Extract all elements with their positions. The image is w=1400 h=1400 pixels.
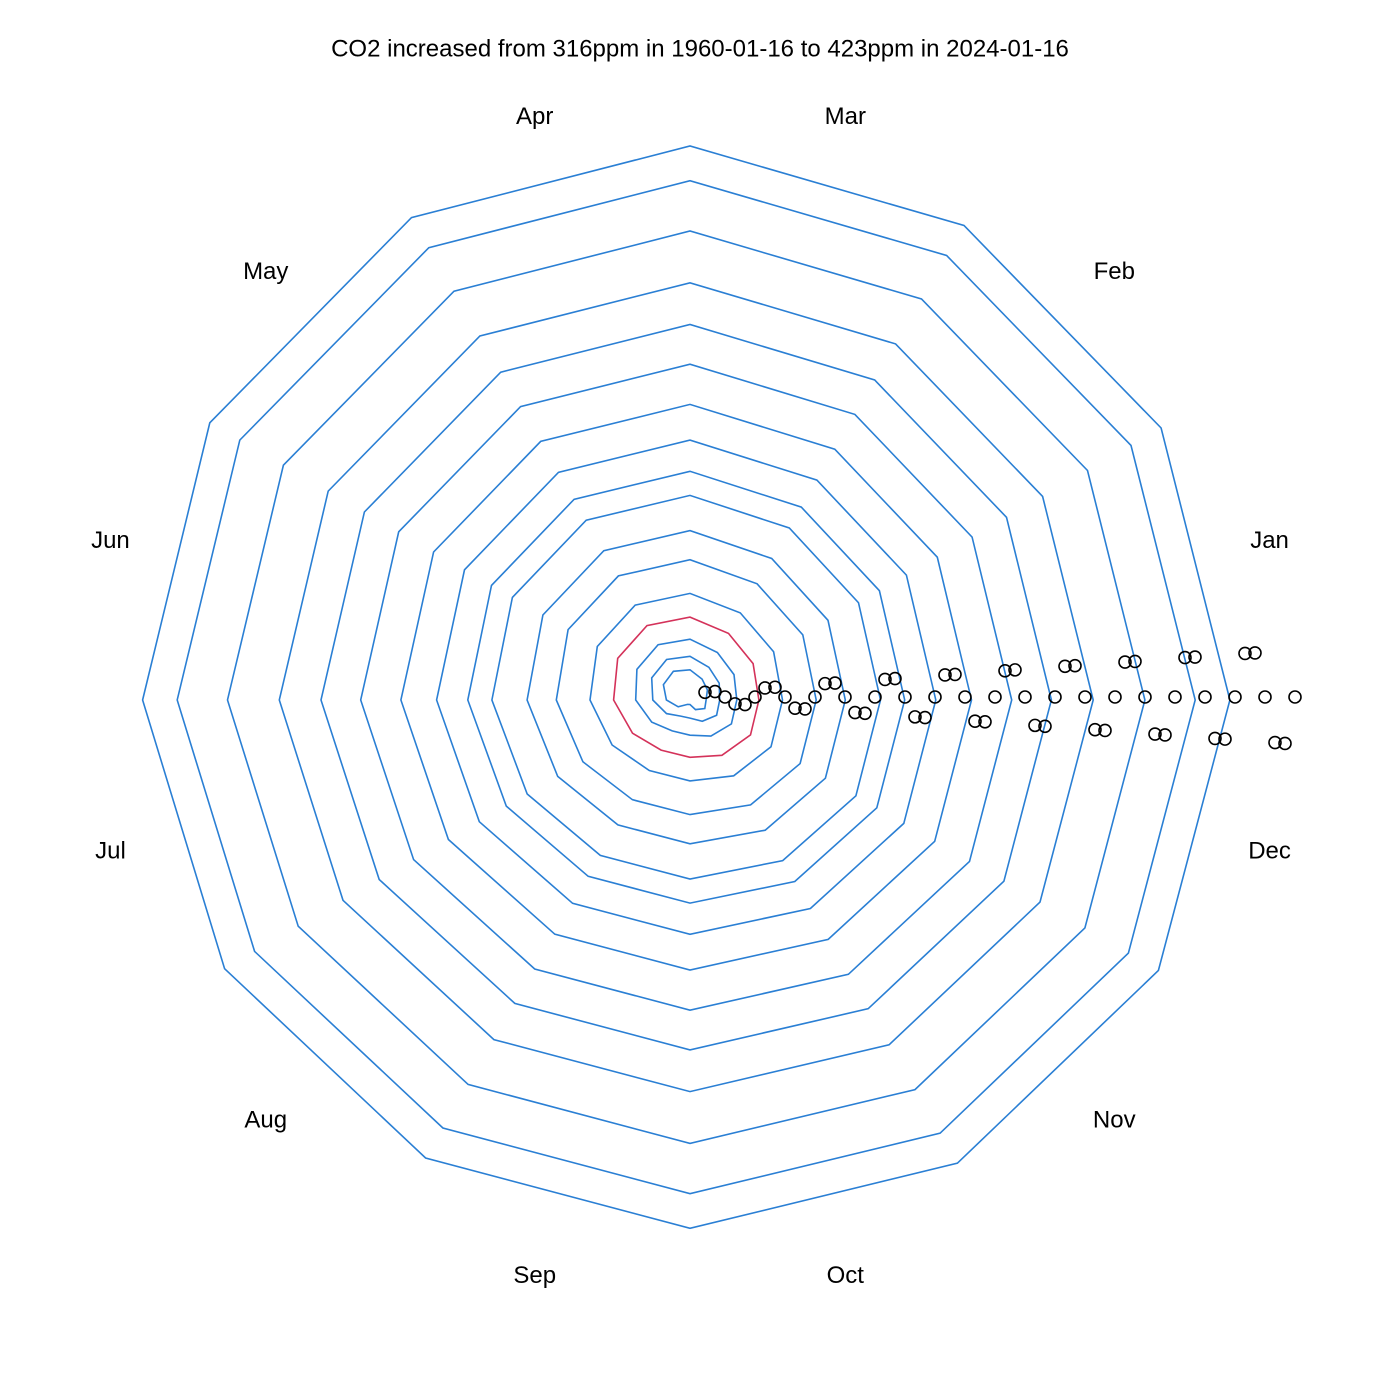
point	[1268, 735, 1282, 750]
point	[1128, 654, 1142, 669]
point	[858, 706, 872, 721]
point	[848, 705, 862, 720]
month-label: Mar	[825, 103, 866, 130]
point	[1258, 690, 1272, 704]
point	[698, 685, 712, 700]
month-label: Dec	[1248, 838, 1291, 865]
point	[1118, 655, 1132, 669]
point	[918, 710, 932, 725]
month-label: Feb	[1094, 258, 1135, 285]
ring-line	[555, 558, 818, 816]
month-label: Apr	[516, 103, 553, 130]
point	[928, 690, 942, 704]
ring-line	[435, 439, 937, 936]
point	[1088, 722, 1102, 737]
month-label: Jul	[95, 838, 126, 865]
point	[798, 702, 812, 716]
point	[868, 690, 882, 704]
point	[1108, 690, 1122, 704]
point	[1158, 728, 1172, 742]
point	[1148, 727, 1162, 741]
month-label: Nov	[1093, 1107, 1136, 1134]
point	[988, 690, 1002, 704]
month-label: Sep	[513, 1262, 556, 1289]
month-label: Jun	[91, 527, 130, 554]
ring-line	[589, 592, 784, 782]
point	[1098, 723, 1112, 738]
point	[728, 697, 742, 711]
ring-line	[320, 323, 1053, 1051]
ring-line	[278, 281, 1095, 1093]
point	[1248, 646, 1262, 660]
ring-line	[466, 470, 906, 904]
point	[938, 668, 952, 682]
ring-line	[650, 655, 721, 723]
point	[1168, 690, 1182, 704]
point	[718, 690, 732, 704]
ring-line	[359, 363, 1013, 1012]
ring-line	[612, 616, 760, 759]
ring-line	[226, 230, 1146, 1145]
point	[908, 710, 922, 724]
point	[1058, 659, 1072, 674]
point	[1178, 650, 1192, 665]
ring-line	[662, 668, 709, 711]
point	[978, 714, 992, 729]
point	[1228, 690, 1242, 704]
point	[1068, 658, 1082, 673]
month-label: Oct	[827, 1262, 865, 1289]
ring-line	[141, 145, 1231, 1230]
point	[1008, 663, 1022, 677]
point	[958, 690, 972, 704]
point	[1208, 731, 1222, 746]
ring-line	[400, 403, 973, 971]
ring-line	[491, 494, 882, 880]
month-label: Jan	[1250, 527, 1289, 554]
ring-line	[526, 529, 847, 845]
point	[1238, 646, 1252, 661]
point	[838, 690, 852, 704]
point	[1288, 690, 1302, 704]
point	[998, 663, 1012, 678]
point	[828, 676, 842, 690]
point	[968, 714, 982, 729]
month-label: May	[243, 258, 288, 285]
point	[898, 690, 912, 704]
point	[1188, 650, 1202, 664]
point	[758, 681, 772, 695]
point	[1028, 718, 1042, 733]
point	[768, 680, 782, 695]
point	[1198, 690, 1212, 704]
point	[778, 690, 792, 704]
point	[1218, 732, 1232, 746]
point	[788, 701, 802, 716]
month-label: Aug	[244, 1107, 287, 1134]
point	[818, 676, 832, 691]
point	[1038, 719, 1052, 734]
ring-line	[634, 638, 738, 737]
point	[1078, 690, 1092, 704]
point	[738, 697, 752, 712]
point	[1278, 736, 1292, 751]
point	[888, 671, 902, 686]
point	[948, 667, 962, 682]
chart-title: CO2 increased from 316ppm in 1960-01-16 …	[331, 35, 1069, 62]
point	[1048, 690, 1062, 704]
ring-line	[176, 179, 1197, 1195]
point	[748, 690, 762, 704]
point	[1018, 690, 1032, 704]
point	[1138, 690, 1152, 704]
point	[808, 690, 822, 704]
point	[878, 672, 892, 687]
